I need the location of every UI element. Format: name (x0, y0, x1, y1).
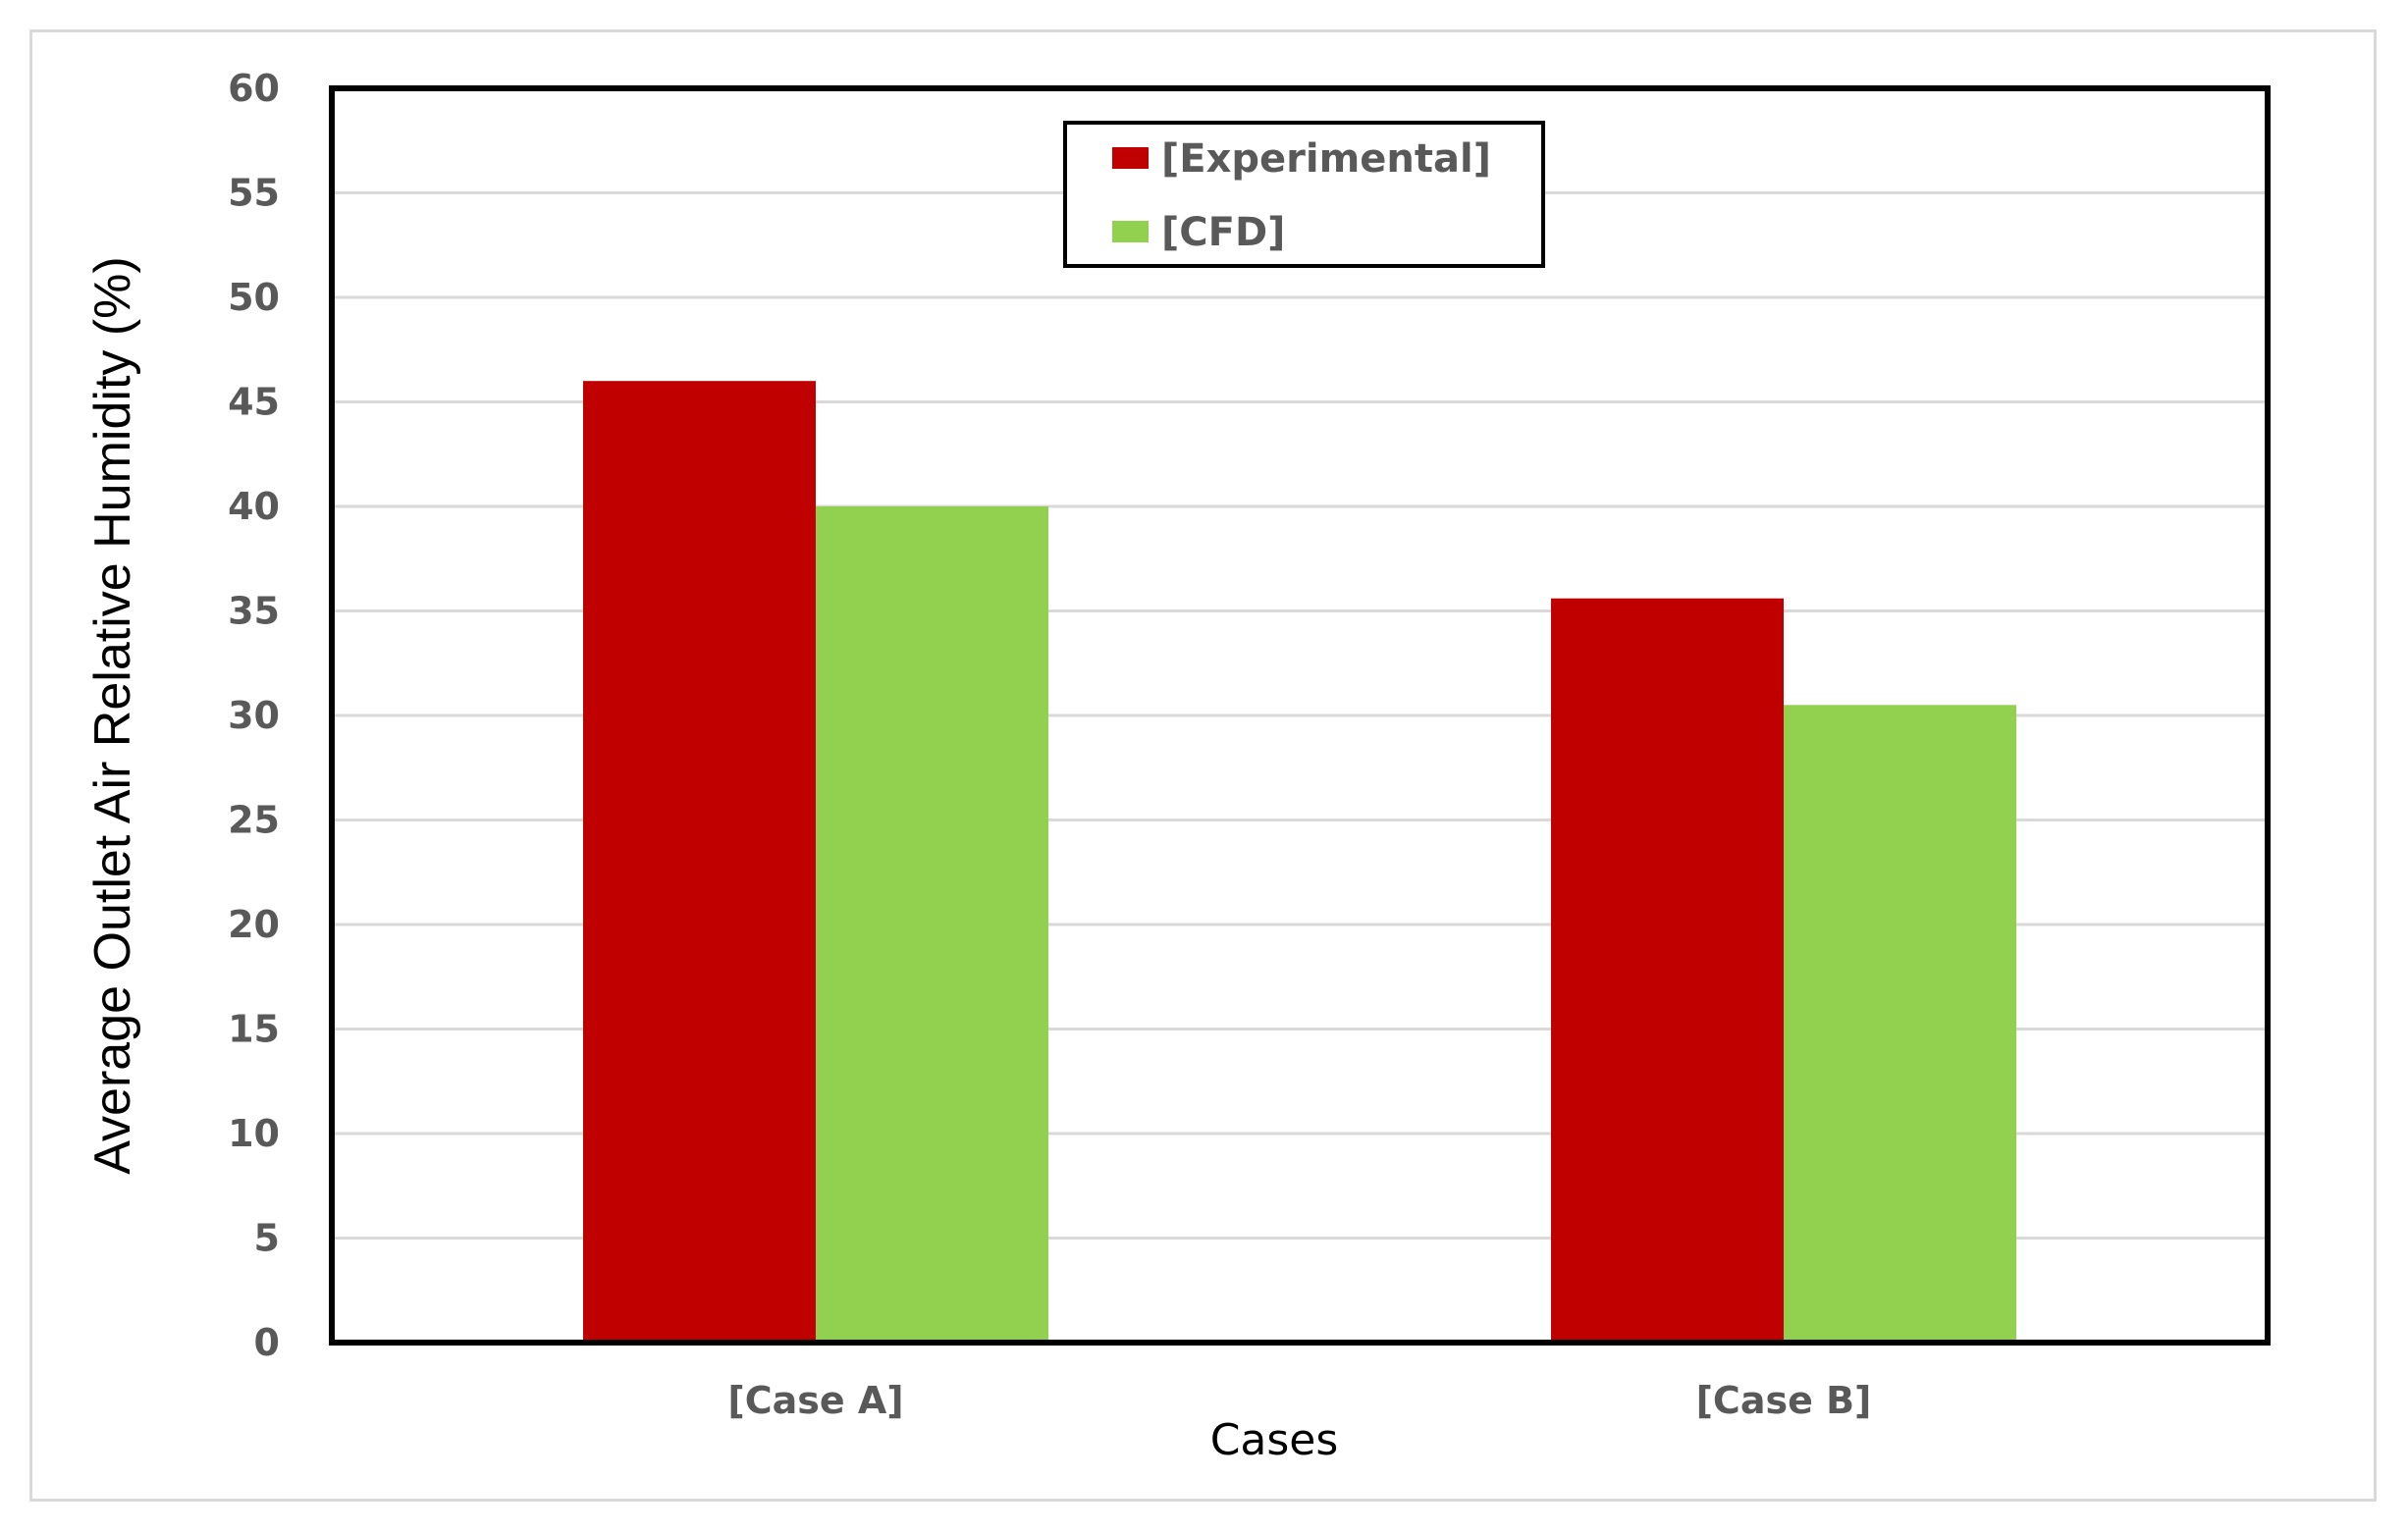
y-tick-55: 55 (228, 172, 280, 215)
y-axis-title: Average Outlet Air Relative Humidity (%) (84, 256, 141, 1174)
bar-experimental-case-a (583, 381, 816, 1343)
y-tick-50: 50 (228, 276, 280, 319)
y-tick-25: 25 (228, 799, 280, 842)
plot-area-border (329, 85, 2271, 1346)
x-tick-case-a: [Case A] (727, 1379, 903, 1422)
y-tick-labels: 0 5 10 15 20 25 30 35 40 45 50 55 60 (228, 67, 280, 1364)
legend-label-cfd: [CFD] (1161, 210, 1285, 255)
bar-experimental-case-b (1551, 598, 1784, 1343)
y-tick-30: 30 (228, 694, 280, 737)
x-tick-labels: [Case A] [Case B] (727, 1379, 1871, 1422)
y-tick-10: 10 (228, 1112, 280, 1155)
y-tick-35: 35 (228, 590, 280, 633)
bar-cfd-case-a (816, 506, 1048, 1343)
y-tick-45: 45 (228, 381, 280, 424)
bars (583, 381, 2016, 1343)
x-axis-title: Cases (1210, 1415, 1339, 1465)
bar-cfd-case-b (1784, 705, 2016, 1343)
y-tick-40: 40 (228, 485, 280, 528)
y-tick-15: 15 (228, 1008, 280, 1051)
y-tick-0: 0 (254, 1321, 280, 1364)
legend-label-experimental: [Experimental] (1161, 136, 1491, 182)
y-tick-20: 20 (228, 903, 280, 946)
legend-swatch-cfd (1112, 221, 1149, 242)
x-tick-case-b: [Case B] (1696, 1379, 1872, 1422)
legend-swatch-experimental (1112, 147, 1149, 169)
y-tick-60: 60 (228, 67, 280, 110)
y-tick-5: 5 (254, 1217, 280, 1260)
legend: [Experimental] [CFD] (1063, 121, 1545, 268)
